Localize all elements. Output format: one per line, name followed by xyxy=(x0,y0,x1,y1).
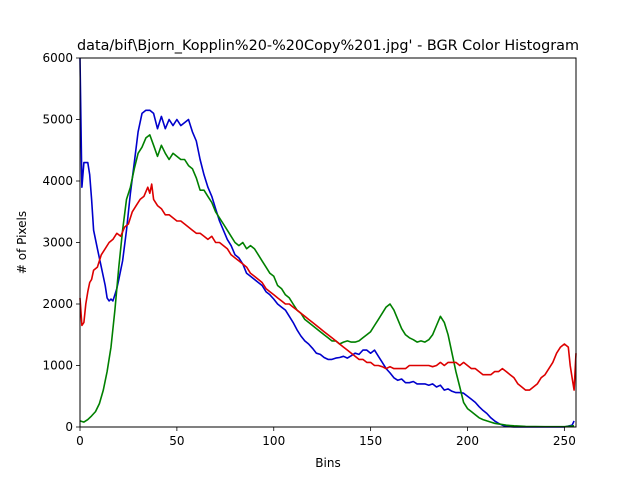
y-tick-label: 4000 xyxy=(42,174,73,188)
y-axis: 0 1000 2000 3000 4000 5000 6000 xyxy=(42,51,80,434)
y-tick-label: 5000 xyxy=(42,113,73,127)
y-tick-label: 0 xyxy=(65,420,73,434)
y-tick-label: 1000 xyxy=(42,359,73,373)
y-tick-label: 3000 xyxy=(42,236,73,250)
x-tick-label: 100 xyxy=(262,434,285,448)
series-layer xyxy=(79,57,577,428)
plot-area xyxy=(79,57,577,428)
series-line-2 xyxy=(79,183,577,391)
y-tick-label: 6000 xyxy=(42,51,73,65)
series-line-0 xyxy=(79,57,575,428)
x-tick-label: 0 xyxy=(76,434,84,448)
x-tick-label: 150 xyxy=(359,434,382,448)
x-tick-label: 200 xyxy=(456,434,479,448)
y-axis-label: # of Pixels xyxy=(15,211,29,274)
y-tick-label: 2000 xyxy=(42,297,73,311)
x-axis-label: Bins xyxy=(315,456,340,470)
x-tick-label: 250 xyxy=(553,434,576,448)
series-line-1 xyxy=(79,134,575,428)
x-axis: 0 50 100 150 200 250 xyxy=(76,427,576,448)
x-tick-label: 50 xyxy=(169,434,184,448)
chart-title: data/bif\Bjorn_Kopplin%20-%20Copy%201.jp… xyxy=(77,38,579,54)
